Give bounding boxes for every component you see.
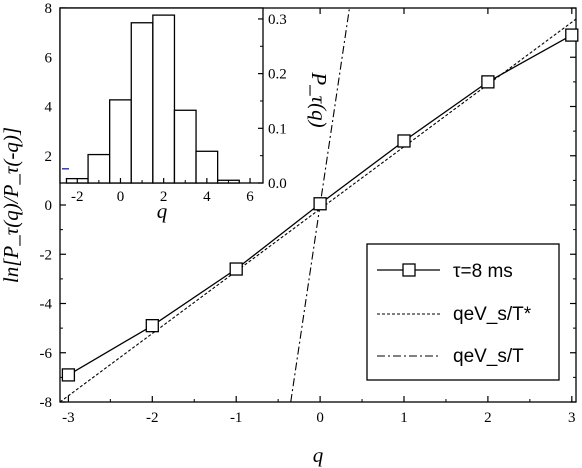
main-x-axis-title: q bbox=[313, 443, 324, 467]
y-tick-label: 6 bbox=[45, 50, 53, 66]
histogram-bar bbox=[109, 99, 132, 184]
y-tick-label: 8 bbox=[45, 1, 53, 17]
inset-histogram: -2 0 2 4 6 0.0 0.1 0.2 0.3 q P_τ(q) bbox=[59, 7, 331, 223]
legend-label-t: qeV_s/T bbox=[453, 346, 524, 367]
y-tick-label: 4 bbox=[45, 100, 53, 116]
inset-y-tick-label: 0.3 bbox=[268, 12, 287, 28]
data-point-marker bbox=[61, 368, 76, 382]
data-point-marker bbox=[145, 319, 159, 333]
y-tick-label: -6 bbox=[40, 346, 53, 362]
x-tick-label: 3 bbox=[568, 410, 576, 426]
x-tick-label: 2 bbox=[484, 410, 492, 426]
inset-x-tick-label: 4 bbox=[203, 189, 211, 205]
inset-x-tick-label: 2 bbox=[160, 189, 168, 205]
legend-label-measured: τ=8 ms bbox=[453, 261, 513, 282]
y-tick-label: -4 bbox=[40, 297, 53, 313]
data-point-marker bbox=[397, 134, 411, 148]
histogram-bar bbox=[130, 22, 154, 184]
x-tick-label: -3 bbox=[62, 410, 75, 426]
main-series-layer bbox=[59, 7, 579, 403]
inset-y-tick-label: 0.0 bbox=[268, 176, 287, 192]
y-tick-label: 2 bbox=[45, 149, 53, 165]
inset-y-tick-label: 0.2 bbox=[268, 67, 287, 83]
y-tick-label: 0 bbox=[45, 198, 53, 214]
histogram-bar bbox=[152, 14, 176, 184]
main-axis-ticks: -3 -2 -1 0 1 2 3 -8 -6 -4 -2 0 2 4 6 8 bbox=[40, 1, 576, 426]
x-tick-label: -2 bbox=[146, 410, 159, 426]
histogram-bar bbox=[87, 153, 111, 184]
y-tick-label: -2 bbox=[40, 247, 53, 263]
inset-bars-layer bbox=[62, 14, 240, 184]
y-tick-label: -8 bbox=[40, 395, 53, 411]
legend-marker-measured bbox=[402, 263, 416, 277]
data-point-marker bbox=[481, 75, 495, 89]
main-y-axis-title: ln[P_τ(q)/P_τ(-q)] bbox=[0, 127, 23, 283]
histogram-bar bbox=[173, 109, 197, 184]
x-tick-label: -1 bbox=[230, 410, 243, 426]
inset-x-tick-label: 0 bbox=[117, 189, 125, 205]
legend-label-teff: qeV_s/T* bbox=[453, 304, 532, 325]
inset-x-tick-label: 6 bbox=[246, 189, 254, 205]
legend: τ=8 ms qeV_s/T* qeV_s/T bbox=[366, 243, 560, 381]
data-point-marker bbox=[229, 262, 243, 276]
inset-x-tick-label: -2 bbox=[71, 189, 84, 205]
data-point-marker bbox=[313, 197, 327, 211]
inset-y-axis-title: P_τ(q) bbox=[307, 71, 331, 127]
legend-box bbox=[366, 243, 560, 381]
x-tick-label: 1 bbox=[400, 410, 408, 426]
data-point-marker bbox=[565, 28, 579, 42]
inset-axis-ticks: -2 0 2 4 6 0.0 0.1 0.2 0.3 bbox=[71, 12, 287, 205]
inset-x-axis-title: q bbox=[157, 199, 168, 223]
inset-y-tick-label: 0.1 bbox=[268, 121, 287, 137]
x-tick-label: 0 bbox=[316, 410, 324, 426]
